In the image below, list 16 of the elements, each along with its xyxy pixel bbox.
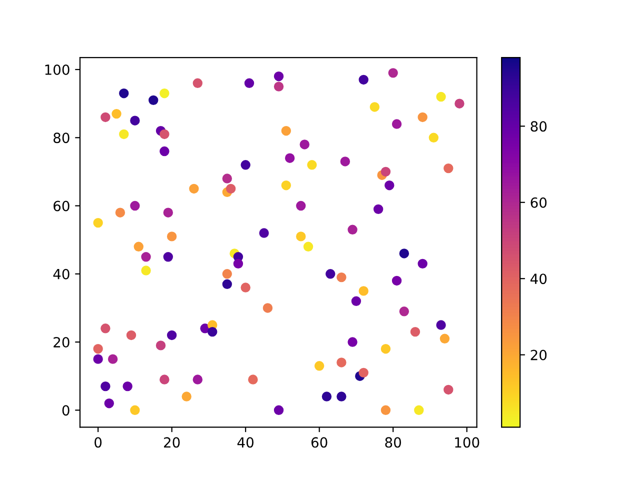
color-bar-label: 40 <box>530 274 547 284</box>
x-tick-label: 100 <box>455 437 480 448</box>
x-tick-label: 0 <box>94 437 102 448</box>
y-tick-label: 40 <box>53 268 70 280</box>
x-tick-label: 60 <box>311 437 328 448</box>
color-bar-label: 20 <box>530 350 547 360</box>
x-tick-label: 80 <box>385 437 402 448</box>
y-tick-label: 80 <box>54 132 70 144</box>
y-tick-label: 20 <box>54 337 70 348</box>
y-tick-label: 0 <box>62 405 70 416</box>
color-bar-label: 80 <box>530 121 547 132</box>
y-tick-label: 60 <box>54 200 70 212</box>
x-tick-label: 20 <box>164 437 180 448</box>
y-tick-label: 100 <box>45 64 70 75</box>
x-tick-label: 40 <box>237 437 254 448</box>
color-bar-label: 60 <box>530 197 547 208</box>
